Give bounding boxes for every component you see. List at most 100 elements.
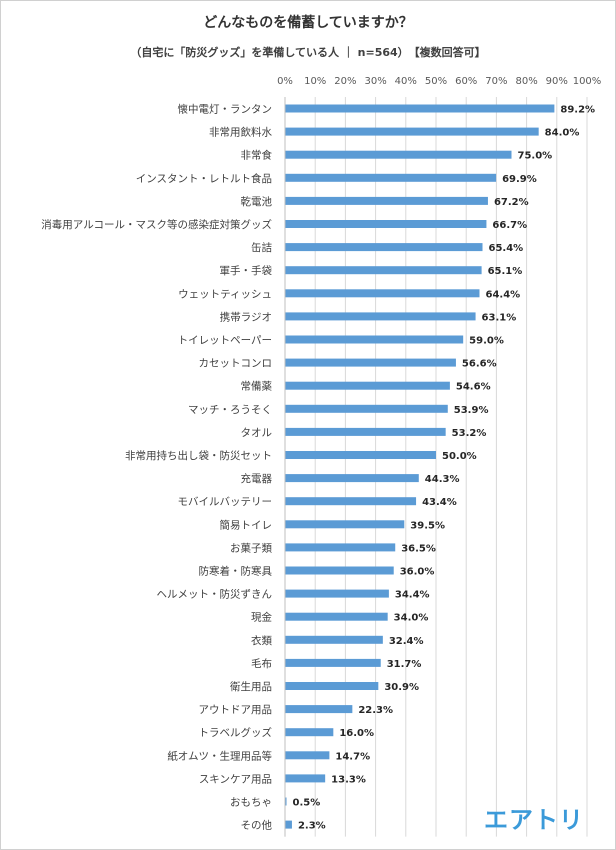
- bar: [285, 589, 389, 598]
- category-label: モバイルバッテリー: [178, 496, 273, 508]
- bar: [285, 381, 450, 390]
- category-label: 現金: [251, 611, 272, 624]
- bar: [285, 266, 482, 275]
- bar: [285, 751, 330, 760]
- data-label: 39.5%: [410, 520, 445, 531]
- bar: [285, 543, 396, 552]
- bar: [285, 358, 456, 367]
- data-label: 66.7%: [492, 220, 527, 231]
- bar: [285, 335, 464, 344]
- data-label: 64.4%: [485, 289, 520, 300]
- data-label: 34.4%: [395, 590, 430, 601]
- category-label: 簡易トイレ: [220, 518, 273, 531]
- brand-logo: エアトリ: [484, 806, 584, 834]
- category-label: ウェットティッシュ: [178, 288, 272, 300]
- data-label: 75.0%: [518, 151, 553, 162]
- x-tick-label: 80%: [515, 76, 537, 87]
- data-label: 13.3%: [331, 774, 366, 785]
- category-label: 非常食: [241, 149, 273, 162]
- bar: [285, 728, 334, 737]
- bar: [285, 497, 417, 506]
- bar: [285, 658, 381, 667]
- x-tick-label: 60%: [455, 76, 477, 87]
- category-label: お菓子類: [230, 542, 272, 554]
- bar: [285, 173, 497, 182]
- data-label: 30.9%: [384, 682, 419, 693]
- category-label: 衛生用品: [230, 680, 272, 693]
- data-label: 65.4%: [489, 243, 524, 254]
- x-tick-label: 0%: [277, 76, 293, 87]
- bar: [285, 612, 388, 621]
- data-label: 44.3%: [425, 474, 460, 485]
- x-tick-label: 30%: [364, 76, 386, 87]
- bar: [285, 404, 448, 413]
- data-label: 65.1%: [488, 266, 523, 277]
- data-label: 89.2%: [560, 105, 595, 116]
- bar: [285, 797, 287, 806]
- x-tick-label: 20%: [334, 76, 356, 87]
- bar: [285, 127, 539, 136]
- bar: [285, 427, 446, 436]
- data-label: 67.2%: [494, 197, 529, 208]
- x-tick-label: 50%: [425, 76, 447, 87]
- bar: [285, 682, 379, 690]
- data-label: 63.1%: [482, 312, 517, 323]
- category-label: 紙オムツ・生理用品等: [167, 749, 272, 762]
- category-label: 乾電池: [241, 195, 273, 208]
- category-label: マッチ・ろうそく: [188, 404, 272, 416]
- category-label: 懐中電灯・ランタン: [178, 103, 273, 116]
- data-label: 0.5%: [293, 798, 321, 809]
- bar: [285, 104, 555, 113]
- category-label: 防寒着・防寒具: [199, 565, 273, 578]
- category-label: その他: [241, 819, 273, 832]
- category-label: 携帯ラジオ: [220, 310, 272, 323]
- data-label: 69.9%: [502, 174, 537, 185]
- data-label: 14.7%: [335, 751, 370, 762]
- data-label: 36.5%: [401, 543, 436, 554]
- category-label: 消毒用アルコール・マスク等の感染症対策グッズ: [41, 218, 272, 231]
- category-label: アウトドア用品: [199, 704, 273, 716]
- bar: [285, 635, 383, 644]
- bar: [285, 566, 394, 575]
- category-label: タオル: [241, 427, 273, 439]
- category-label: 常備薬: [241, 380, 273, 393]
- chart-subtitle: （自宅に「防災グッズ」を準備している人 ｜ n=564） 【複数回答可】: [130, 46, 486, 59]
- bar: [285, 312, 476, 321]
- bar: [285, 289, 480, 298]
- data-label: 32.4%: [389, 636, 424, 647]
- category-label: おもちゃ: [230, 797, 272, 809]
- category-label: トイレットペーパー: [178, 335, 272, 347]
- x-tick-label: 40%: [395, 76, 417, 87]
- x-tick-label: 70%: [485, 76, 507, 87]
- category-label: 非常用持ち出し袋・防災セット: [125, 449, 272, 462]
- x-tick-label: 10%: [304, 76, 326, 87]
- x-tick-label: 90%: [546, 76, 568, 87]
- bar: [285, 520, 405, 529]
- data-label: 50.0%: [442, 451, 477, 462]
- data-label: 59.0%: [469, 336, 504, 347]
- data-label: 43.4%: [422, 497, 457, 508]
- data-label: 84.0%: [545, 128, 580, 139]
- category-label: トラベルグッズ: [199, 726, 273, 739]
- data-label: 31.7%: [387, 659, 422, 670]
- data-label: 34.0%: [394, 613, 429, 624]
- data-label: 22.3%: [358, 705, 393, 716]
- bar: [285, 150, 512, 159]
- bar: [285, 474, 419, 483]
- data-label: 16.0%: [339, 728, 374, 739]
- category-label: 缶詰: [251, 241, 272, 254]
- data-label: 2.3%: [298, 821, 326, 832]
- bar: [285, 774, 326, 783]
- data-label: 54.6%: [456, 382, 491, 393]
- category-label: 毛布: [251, 658, 272, 670]
- category-label: 衣類: [251, 634, 272, 647]
- category-label: インスタント・レトルト食品: [136, 172, 272, 185]
- data-label: 53.9%: [454, 405, 489, 416]
- data-label: 56.6%: [462, 359, 497, 370]
- category-label: 充電器: [241, 472, 273, 485]
- bar: [285, 243, 483, 252]
- bar: [285, 820, 292, 829]
- category-label: スキンケア用品: [199, 773, 272, 785]
- bar: [285, 451, 436, 459]
